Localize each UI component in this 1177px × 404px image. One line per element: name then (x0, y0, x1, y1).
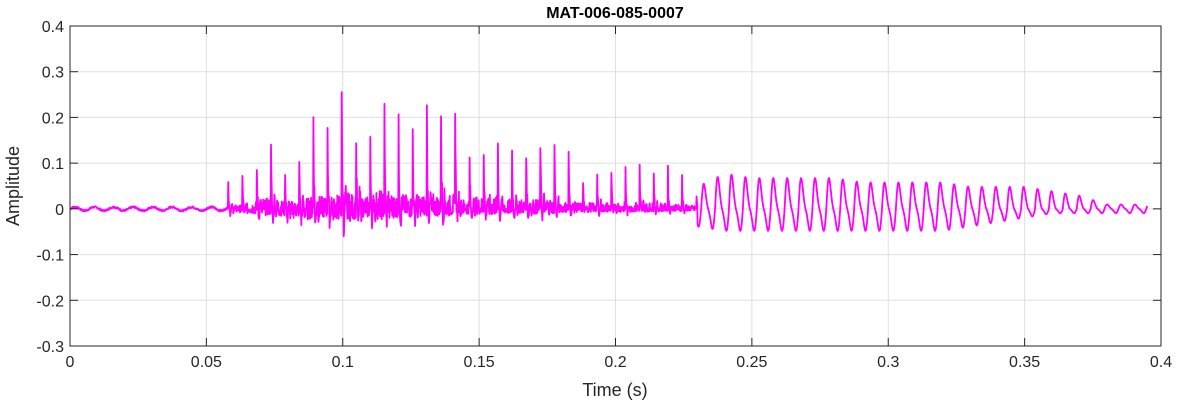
x-tick-label: 0.15 (464, 354, 495, 371)
x-axis: 0 0.05 0.1 0.15 0.2 0.25 0.3 0.35 0.4 (66, 26, 1172, 371)
x-tick-label: 0.3 (877, 354, 899, 371)
y-axis: -0.3 -0.2 -0.1 0 0.1 0.2 0.3 0.4 (36, 19, 1161, 356)
y-tick-label: 0 (55, 202, 64, 219)
x-tick-label: 0.4 (1150, 354, 1172, 371)
x-tick-label: 0.1 (332, 354, 354, 371)
x-tick-label: 0.2 (604, 354, 626, 371)
x-tick-label: 0.25 (736, 354, 767, 371)
x-axis-label: Time (s) (582, 380, 647, 400)
y-tick-label: -0.1 (36, 248, 64, 265)
x-tick-label: 0.35 (1009, 354, 1040, 371)
y-tick-label: -0.3 (36, 339, 64, 356)
y-tick-label: -0.2 (36, 293, 64, 310)
x-tick-label: 0 (66, 354, 75, 371)
y-tick-label: 0.4 (42, 19, 64, 36)
waveform-line (69, 91, 1149, 238)
series-group (69, 91, 1149, 238)
y-tick-label: 0.2 (42, 110, 64, 127)
y-tick-label: 0.1 (42, 156, 64, 173)
y-tick-label: 0.3 (42, 65, 64, 82)
y-axis-label: Amplitude (3, 146, 23, 226)
chart-title: MAT-006-085-0007 (546, 5, 684, 22)
x-tick-label: 0.05 (191, 354, 222, 371)
